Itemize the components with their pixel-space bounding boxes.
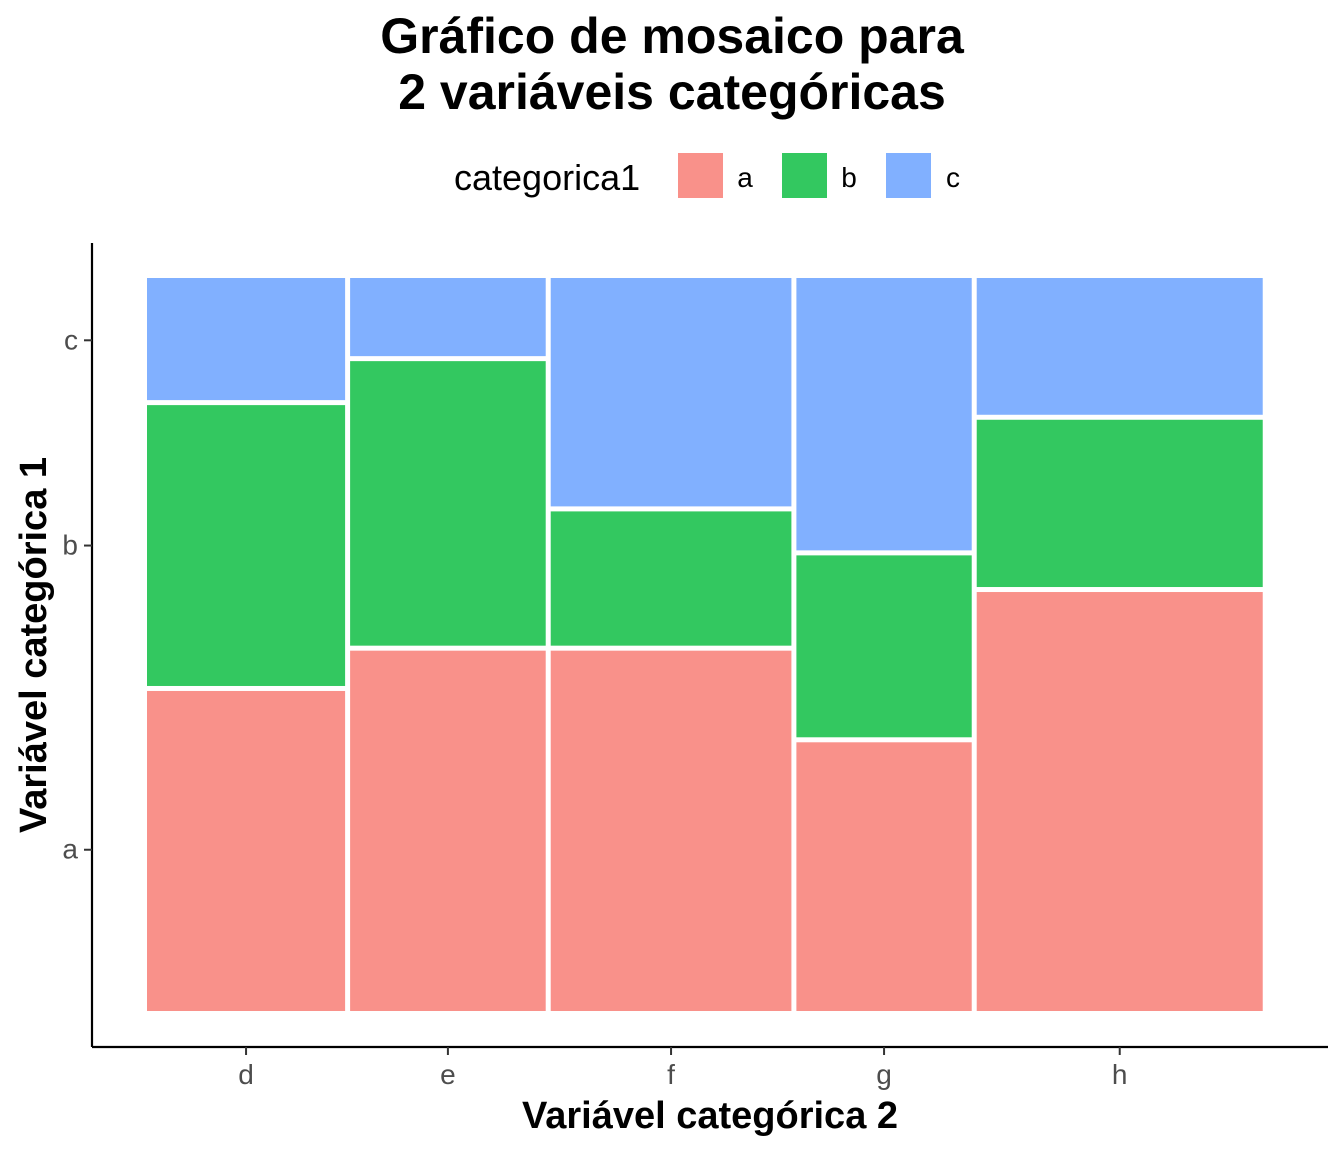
- chart-title-line2: 2 variáveis categóricas: [398, 64, 946, 120]
- legend: categorica1 a b c: [454, 153, 960, 198]
- tile-h-a: [976, 592, 1263, 1011]
- tile-d-b: [147, 405, 346, 686]
- legend-swatch-a: [678, 153, 723, 198]
- tile-e-c: [350, 278, 546, 357]
- axes: d e f g h a b c Variável categórica 2 Variável ca…: [13, 243, 1328, 1137]
- y-tick-label-a: a: [62, 834, 78, 865]
- tile-e-a: [350, 650, 546, 1011]
- tile-g-a: [796, 742, 972, 1011]
- x-tick-label-f: f: [667, 1059, 675, 1090]
- mosaic-tiles: [147, 278, 1263, 1011]
- tile-d-c: [147, 278, 346, 401]
- y-tick-label-b: b: [62, 530, 78, 561]
- legend-label-c: c: [946, 162, 960, 193]
- tile-f-a: [550, 650, 792, 1011]
- tile-g-c: [796, 278, 972, 551]
- x-tick-label-e: e: [440, 1059, 456, 1090]
- x-tick-label-d: d: [238, 1059, 254, 1090]
- legend-swatch-c: [886, 153, 931, 198]
- chart-title: Gráfico de mosaico para 2 variáveis cate…: [0, 8, 1344, 120]
- legend-title: categorica1: [454, 157, 640, 198]
- y-axis-title: Variável categórica 1: [13, 457, 55, 833]
- tile-g-b: [796, 555, 972, 738]
- tile-f-b: [550, 511, 792, 646]
- tile-d-a: [147, 690, 346, 1011]
- chart-title-line1: Gráfico de mosaico para: [380, 8, 964, 64]
- x-axis-title: Variável categórica 2: [522, 1095, 898, 1137]
- legend-swatch-b: [782, 153, 827, 198]
- legend-label-b: b: [841, 162, 857, 193]
- x-tick-label-g: g: [876, 1059, 892, 1090]
- tile-h-c: [976, 278, 1263, 415]
- tile-h-b: [976, 419, 1263, 588]
- y-tick-label-c: c: [64, 324, 78, 355]
- tile-e-b: [350, 361, 546, 646]
- tile-f-c: [550, 278, 792, 507]
- legend-label-a: a: [737, 162, 753, 193]
- x-tick-label-h: h: [1112, 1059, 1128, 1090]
